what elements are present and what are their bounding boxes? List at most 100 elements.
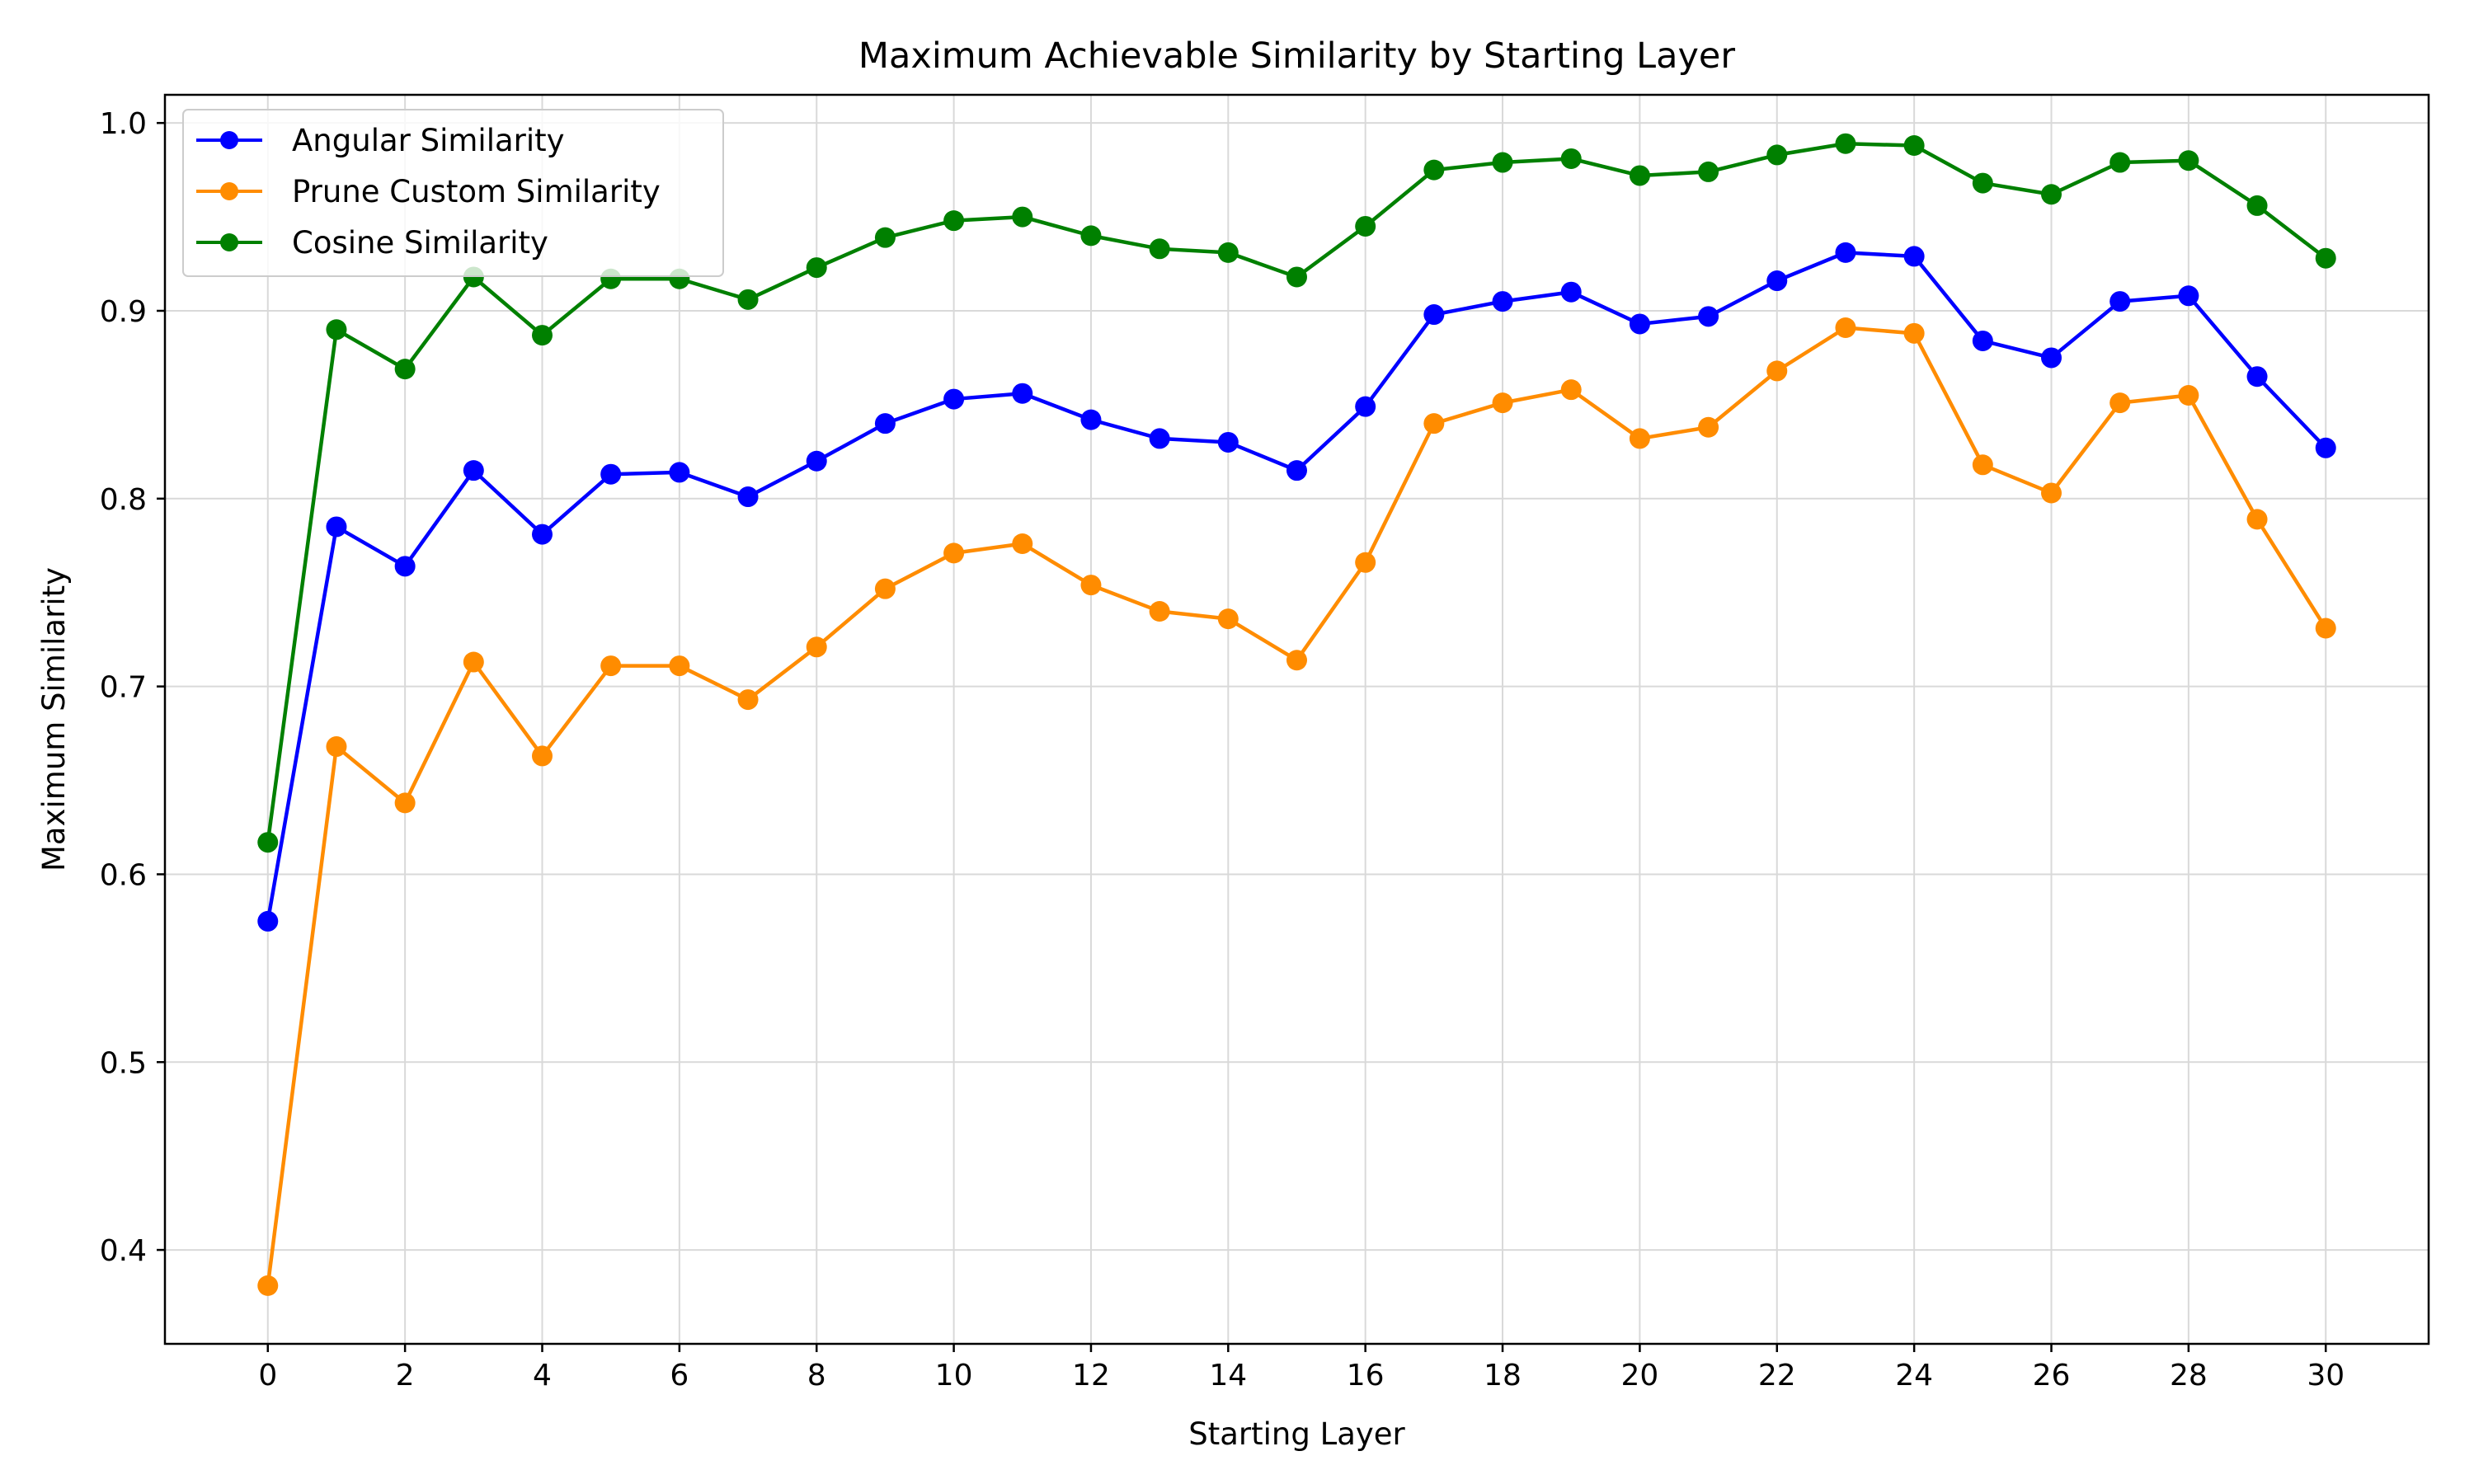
- data-point: [1423, 413, 1445, 434]
- chart-title: Maximum Achievable Similarity by Startin…: [858, 35, 1735, 77]
- data-point: [1355, 215, 1376, 237]
- x-tick-label: 18: [1484, 1359, 1522, 1392]
- axes-frame: [163, 93, 2430, 1345]
- data-point: [806, 450, 827, 472]
- data-point: [1903, 322, 1925, 344]
- data-point: [1766, 270, 1788, 292]
- data-point: [257, 1275, 279, 1296]
- data-point: [1012, 206, 1033, 228]
- data-point: [2041, 347, 2062, 369]
- legend-marker-cosine: [220, 233, 238, 251]
- x-tick-label: 22: [1758, 1359, 1796, 1392]
- data-point: [600, 463, 622, 485]
- legend-marker-prune-custom: [220, 182, 238, 200]
- data-point: [1492, 291, 1513, 312]
- x-tick-label: 26: [2033, 1359, 2071, 1392]
- data-point: [2178, 385, 2199, 406]
- data-point: [394, 792, 416, 814]
- data-point: [326, 319, 347, 340]
- data-point: [1629, 428, 1650, 449]
- data-point: [2109, 392, 2131, 414]
- data-point: [2315, 618, 2336, 639]
- data-point: [874, 227, 896, 248]
- data-point: [326, 736, 347, 758]
- x-axis-ticks: 0 2 4 6 8 10 12 14 16 18 20 22 24 26 28 30: [258, 1344, 2345, 1392]
- data-point: [669, 462, 690, 483]
- data-point: [2315, 437, 2336, 458]
- y-tick-label: 0.6: [100, 858, 147, 892]
- y-tick-label: 0.8: [100, 483, 147, 517]
- data-point: [1698, 161, 1719, 182]
- data-point: [737, 689, 759, 711]
- data-point: [1149, 238, 1170, 260]
- data-point: [943, 210, 965, 232]
- data-point: [1492, 392, 1513, 414]
- data-point: [257, 910, 279, 932]
- data-point: [2315, 247, 2336, 269]
- data-point: [1698, 416, 1719, 438]
- legend-label-cosine: Cosine Similarity: [292, 225, 548, 261]
- data-point: [1012, 533, 1033, 554]
- data-point: [1972, 454, 1993, 476]
- data-point: [2041, 482, 2062, 504]
- data-point: [1835, 133, 1856, 154]
- legend-marker-angular: [220, 131, 238, 149]
- data-point: [2041, 184, 2062, 205]
- data-point: [943, 542, 965, 564]
- x-tick-label: 6: [670, 1359, 689, 1392]
- data-point: [1560, 281, 1582, 303]
- x-tick-label: 30: [2307, 1359, 2345, 1392]
- y-tick-label: 0.7: [100, 671, 147, 705]
- data-point: [532, 325, 553, 346]
- data-point: [1766, 144, 1788, 166]
- data-point: [1286, 650, 1307, 671]
- data-point: [1080, 225, 1102, 247]
- data-point: [2178, 150, 2199, 171]
- data-point: [1080, 575, 1102, 596]
- data-point: [463, 460, 484, 481]
- y-tick-label: 0.5: [100, 1046, 147, 1080]
- data-point: [737, 486, 759, 508]
- data-point: [1903, 246, 1925, 267]
- data-point: [257, 832, 279, 853]
- data-point: [1629, 165, 1650, 186]
- x-tick-label: 16: [1347, 1359, 1385, 1392]
- data-point: [1972, 172, 1993, 194]
- legend: Angular Similarity Prune Custom Similari…: [182, 109, 724, 277]
- x-tick-label: 10: [935, 1359, 973, 1392]
- data-point: [2246, 195, 2268, 216]
- x-tick-label: 0: [258, 1359, 277, 1392]
- data-point: [737, 289, 759, 310]
- data-point: [1560, 148, 1582, 169]
- data-point: [1423, 159, 1445, 181]
- series-prune-custom-similarity: [257, 317, 2336, 1296]
- data-point: [1080, 409, 1102, 430]
- y-tick-label: 0.9: [100, 295, 147, 329]
- data-point: [2109, 152, 2131, 173]
- data-point: [2109, 291, 2131, 312]
- data-point: [2178, 285, 2199, 307]
- data-point: [874, 413, 896, 434]
- series-angular-similarity: [257, 242, 2336, 932]
- data-point: [1698, 306, 1719, 327]
- data-point: [1355, 396, 1376, 417]
- data-point: [532, 745, 553, 767]
- data-point: [806, 636, 827, 658]
- legend-label-prune-custom: Prune Custom Similarity: [292, 174, 661, 209]
- data-point: [394, 359, 416, 380]
- data-point: [1835, 242, 1856, 263]
- data-point: [1286, 460, 1307, 481]
- x-tick-label: 2: [396, 1359, 415, 1392]
- x-tick-label: 8: [807, 1359, 826, 1392]
- x-tick-label: 24: [1895, 1359, 1933, 1392]
- data-point: [532, 524, 553, 545]
- data-point: [669, 655, 690, 677]
- x-axis-label: Starting Layer: [1188, 1416, 1405, 1452]
- x-tick-label: 20: [1621, 1359, 1659, 1392]
- y-axis-ticks: 0.4 0.5 0.6 0.7 0.8 0.9 1.0: [100, 107, 165, 1268]
- data-point: [463, 651, 484, 673]
- data-point: [2246, 509, 2268, 530]
- x-tick-label: 4: [533, 1359, 552, 1392]
- data-point: [1286, 266, 1307, 288]
